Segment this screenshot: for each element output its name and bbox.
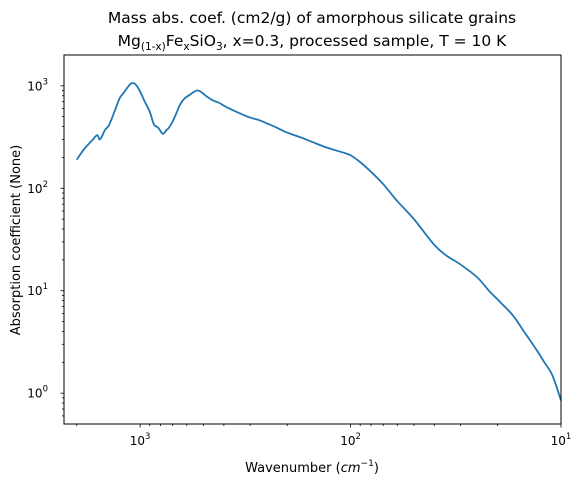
x-tick-label: 102: [340, 432, 361, 448]
x-tick-label: 103: [130, 432, 151, 448]
plot-frame: [63, 54, 562, 425]
y-tick-label: 100: [27, 385, 48, 401]
series-layer: [76, 82, 562, 401]
y-tick-label: 102: [27, 180, 48, 196]
x-axis-label: Wavenumber (cm−1): [245, 459, 379, 476]
y-axis-label: Absorption coefficient (None): [9, 145, 24, 335]
chart-title-line1: Mass abs. coef. (cm2/g) of amorphous sil…: [108, 9, 516, 27]
y-tick-label: 103: [27, 77, 48, 93]
chart-title-line2: Mg(1-x)FexSiO3, x=0.3, processed sample,…: [118, 32, 508, 53]
x-tick-label: 101: [551, 432, 572, 448]
y-tick-label: 101: [27, 282, 48, 298]
series-line: [76, 82, 562, 401]
